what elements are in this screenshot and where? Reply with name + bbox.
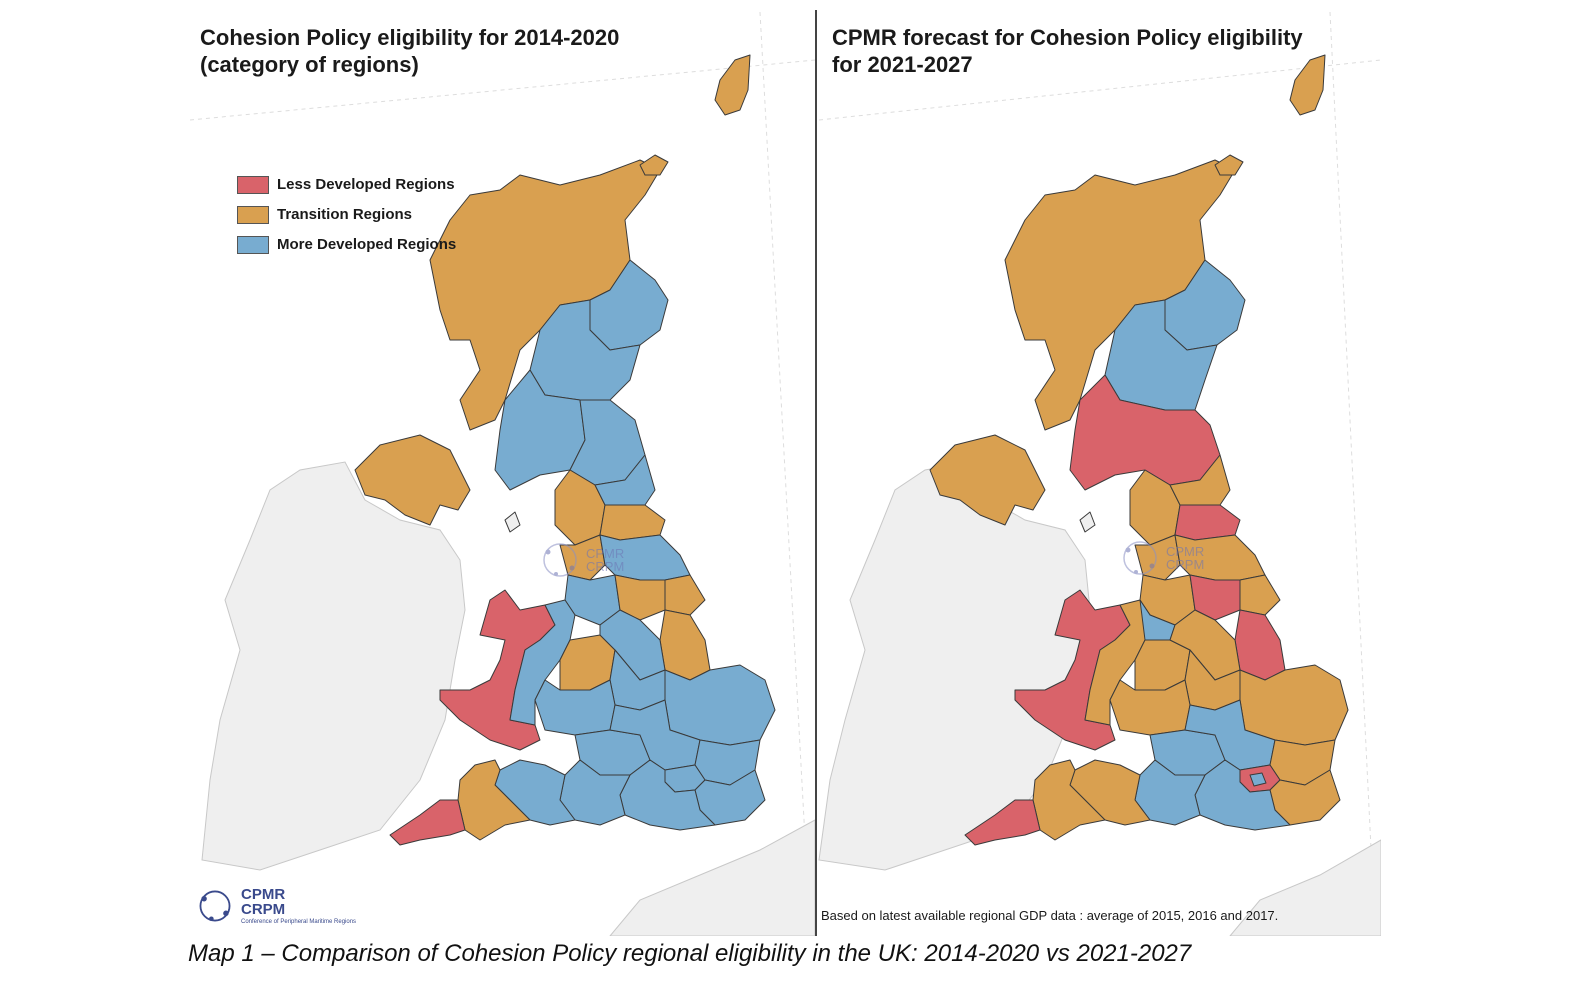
figure-caption: Map 1 – Comparison of Cohesion Policy re… xyxy=(188,940,1192,967)
legend-label-more-developed: More Developed Regions xyxy=(277,236,457,253)
logo-line2: CRPM xyxy=(241,901,286,918)
ireland-landmass xyxy=(201,461,466,871)
region-lincolnshire-right xyxy=(1234,609,1286,681)
cpmr-globe-icon xyxy=(543,543,577,577)
legend-swatch-less-developed xyxy=(237,176,269,194)
logo-line3: Conference of Peripheral Maritime Region… xyxy=(241,919,357,925)
cpmr-watermark-left: CPMR CRPM xyxy=(538,538,624,582)
region-east-yorkshire-right xyxy=(1239,574,1281,616)
legend-item-more-developed: More Developed Regions xyxy=(237,236,487,254)
watermark-line2-left: CRPM xyxy=(586,559,625,574)
right-title-line1: CPMR forecast for Cohesion Policy eligib… xyxy=(832,25,1303,50)
cpmr-logo: CPMR CRPM Conference of Peripheral Marit… xyxy=(195,886,356,926)
left-map-title: Cohesion Policy eligibility for 2014-202… xyxy=(200,24,760,78)
france-landmass-right xyxy=(1229,839,1381,936)
left-title-line1: Cohesion Policy eligibility for 2014-202… xyxy=(200,25,620,50)
region-east-wales xyxy=(509,599,576,726)
region-east-anglia-right xyxy=(1239,664,1349,746)
legend-item-transition: Transition Regions xyxy=(237,206,487,224)
region-shetland xyxy=(714,54,751,116)
isle-of-man-right xyxy=(1079,511,1096,533)
legend-label-less-developed: Less Developed Regions xyxy=(277,176,455,193)
region-cornwall-right xyxy=(964,799,1041,846)
region-east-yorkshire xyxy=(664,574,706,616)
region-orkney-right xyxy=(1214,154,1244,176)
cpmr-globe-icon xyxy=(1123,541,1157,575)
legend-swatch-transition xyxy=(237,206,269,224)
source-note: Based on latest available regional GDP d… xyxy=(821,908,1279,923)
region-inner-london-right xyxy=(1249,772,1267,787)
watermark-line2-right: CRPM xyxy=(1166,557,1205,572)
left-title-line2: (category of regions) xyxy=(200,52,419,77)
panel-divider xyxy=(815,10,817,936)
right-map-title: CPMR forecast for Cohesion Policy eligib… xyxy=(832,24,1372,78)
map-legend: Less Developed Regions Transition Region… xyxy=(237,176,487,266)
region-northern-ireland-right xyxy=(929,434,1046,526)
right-map xyxy=(818,11,1381,936)
region-northern-ireland xyxy=(354,434,471,526)
cpmr-watermark-right: CPMR CRPM xyxy=(1118,536,1204,580)
region-east-anglia xyxy=(664,664,776,746)
region-shetland-right xyxy=(1289,54,1326,116)
region-cornwall xyxy=(389,799,466,846)
legend-swatch-more-developed xyxy=(237,236,269,254)
legend-label-transition: Transition Regions xyxy=(277,206,413,223)
legend-item-less-developed: Less Developed Regions xyxy=(237,176,487,194)
watermark-line1-left: CPMR xyxy=(586,546,625,561)
right-title-line2: for 2021-2027 xyxy=(832,52,973,77)
france-landmass xyxy=(609,819,815,936)
region-orkney xyxy=(639,154,669,176)
left-map xyxy=(189,11,815,936)
region-durham-right xyxy=(1174,504,1241,541)
region-durham xyxy=(599,504,666,541)
cpmr-logo-icon xyxy=(199,890,231,922)
isle-of-man xyxy=(504,511,521,533)
region-lincolnshire xyxy=(659,609,711,681)
logo-line1: CPMR xyxy=(241,886,286,903)
watermark-line1-right: CPMR xyxy=(1166,544,1205,559)
